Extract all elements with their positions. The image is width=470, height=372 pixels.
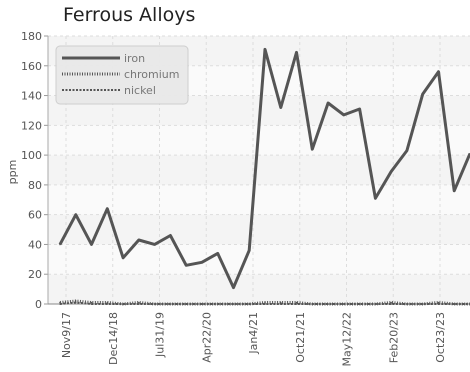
data-point-iron <box>248 249 251 252</box>
data-point-iron <box>232 286 235 289</box>
plot-band <box>48 184 470 215</box>
data-point-nickel <box>264 303 266 305</box>
data-point-iron <box>216 252 219 255</box>
data-point-nickel <box>122 303 124 305</box>
data-point-iron <box>406 149 408 152</box>
data-point-iron <box>343 114 345 116</box>
data-point-chromium <box>138 301 140 304</box>
plot-band <box>48 244 470 275</box>
data-point-iron <box>358 108 361 110</box>
y-tick-label: 160 <box>21 60 42 73</box>
data-point-chromium <box>390 301 392 304</box>
data-point-nickel <box>453 303 456 305</box>
chart-title: Ferrous Alloys <box>63 4 196 26</box>
y-tick-label: 120 <box>21 119 42 132</box>
y-tick-label: 80 <box>28 179 42 192</box>
data-point-chromium <box>74 300 77 302</box>
y-tick-label: 20 <box>28 268 42 281</box>
x-tick-label: Jul31/19 <box>154 312 167 358</box>
x-tick-label: Nov9/17 <box>60 312 73 358</box>
x-tick-label: Feb20/23 <box>387 312 400 363</box>
y-tick-label: 180 <box>21 30 42 43</box>
data-point-chromium <box>437 301 440 304</box>
data-point-iron <box>153 243 156 246</box>
data-point-chromium <box>264 301 266 304</box>
data-point-nickel <box>279 303 282 305</box>
data-point-chromium <box>59 301 61 304</box>
y-tick-label: 140 <box>21 90 42 103</box>
plot-band <box>48 155 470 185</box>
data-point-chromium <box>295 301 298 304</box>
data-point-iron <box>453 190 456 192</box>
data-point-iron <box>437 70 440 73</box>
data-point-chromium <box>279 301 282 304</box>
data-point-iron <box>374 197 377 200</box>
data-point-nickel <box>74 301 77 304</box>
data-point-iron <box>122 257 124 259</box>
data-point-nickel <box>59 303 61 305</box>
x-tick-label: Oct23/23 <box>434 312 447 363</box>
data-point-chromium <box>90 301 93 304</box>
data-point-nickel <box>138 303 140 305</box>
data-point-iron <box>421 93 424 95</box>
data-point-iron <box>185 264 187 267</box>
data-point-nickel <box>232 303 235 305</box>
x-tick-label: Dec14/18 <box>107 312 120 365</box>
x-tick-label: Oct21/21 <box>294 312 307 363</box>
x-tick-label: Apr22/20 <box>200 312 213 363</box>
series-line-nickel <box>59 301 470 305</box>
data-point-iron <box>169 234 172 237</box>
y-axis-label: ppm <box>6 160 19 185</box>
data-point-nickel <box>295 303 298 305</box>
plot-band <box>48 274 470 304</box>
data-point-iron <box>390 170 392 173</box>
data-point-nickel <box>106 303 109 305</box>
legend-label-chromium: chromium <box>124 68 180 81</box>
x-tick-label: May12/22 <box>341 312 354 366</box>
x-tick-label: Jan4/21 <box>247 312 260 355</box>
data-point-nickel <box>406 303 408 305</box>
data-point-nickel <box>153 303 156 305</box>
data-point-nickel <box>343 303 345 305</box>
data-point-nickel <box>437 303 440 305</box>
legend-box <box>55 45 189 105</box>
data-point-iron <box>279 106 282 109</box>
data-point-nickel <box>374 303 377 305</box>
data-point-iron <box>295 51 298 54</box>
data-point-iron <box>311 148 314 150</box>
data-point-iron <box>264 48 266 51</box>
y-tick-label: 100 <box>21 149 42 162</box>
y-tick-label: 40 <box>28 238 42 251</box>
data-point-nickel <box>311 303 314 305</box>
data-point-iron <box>201 261 203 264</box>
data-point-nickel <box>421 303 424 305</box>
data-point-iron <box>106 207 109 210</box>
data-point-nickel <box>201 303 203 305</box>
y-tick-label: 60 <box>28 209 42 222</box>
data-point-iron <box>327 102 329 104</box>
data-point-nickel <box>90 303 93 305</box>
data-point-nickel <box>169 303 172 305</box>
data-point-nickel <box>216 303 219 305</box>
data-point-iron <box>90 243 93 246</box>
legend-label-iron: iron <box>124 52 145 65</box>
legend-label-nickel: nickel <box>124 84 156 97</box>
data-point-iron <box>138 239 140 241</box>
data-point-iron <box>59 243 61 246</box>
data-point-nickel <box>327 303 329 305</box>
data-point-nickel <box>248 303 251 305</box>
data-point-nickel <box>185 303 187 305</box>
data-point-iron <box>74 213 77 216</box>
y-tick-label: 0 <box>35 298 42 311</box>
data-point-nickel <box>358 303 361 305</box>
data-point-chromium <box>106 301 109 304</box>
data-point-nickel <box>390 303 392 305</box>
